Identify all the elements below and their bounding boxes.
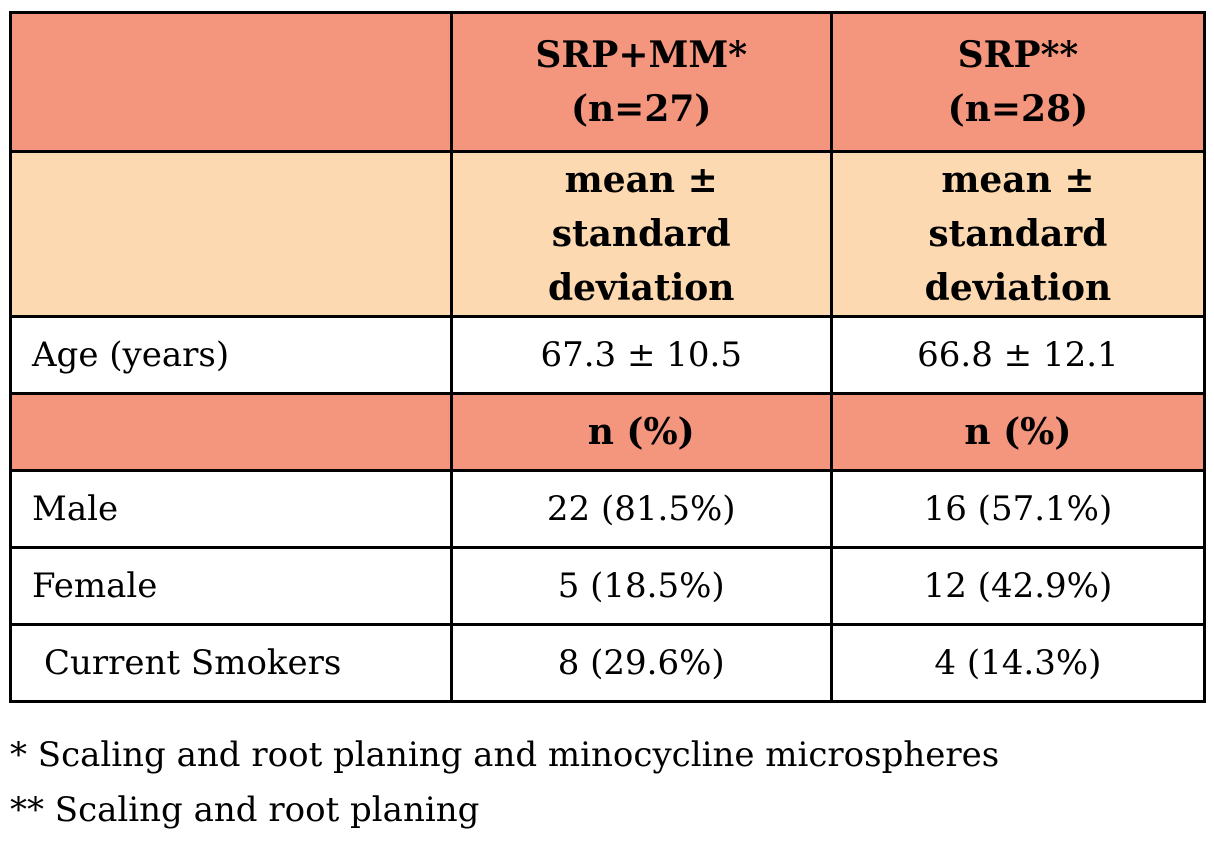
cell: 12 (42.9%) bbox=[829, 546, 1207, 626]
cell: 16 (57.1%) bbox=[829, 469, 1207, 549]
group-n: (n=27) bbox=[570, 88, 712, 130]
group-header-row: SRP+MM* (n=27) SRP** (n=28) bbox=[9, 11, 1207, 153]
footnote: ** Scaling and root planing bbox=[10, 790, 480, 830]
row-label: Female bbox=[9, 546, 453, 626]
stat-header-row: mean ± standard deviation mean ± standar… bbox=[9, 150, 1207, 318]
cell: 5 (18.5%) bbox=[449, 546, 833, 626]
table-row: Age (years) 67.3 ± 10.5 66.8 ± 12.1 bbox=[9, 315, 1207, 395]
stat-header: mean ± standard deviation bbox=[449, 150, 833, 318]
cell: 4 (14.3%) bbox=[829, 623, 1207, 703]
row-label: Male bbox=[9, 469, 453, 549]
table-row: Current Smokers 8 (29.6%) 4 (14.3%) bbox=[9, 623, 1207, 703]
table-row: Female 5 (18.5%) 12 (42.9%) bbox=[9, 546, 1207, 626]
stat-header: n (%) bbox=[449, 392, 833, 472]
cell: 8 (29.6%) bbox=[449, 623, 833, 703]
empty-cell bbox=[9, 11, 453, 153]
footnote: * Scaling and root planing and minocycli… bbox=[10, 735, 1000, 775]
cell: 67.3 ± 10.5 bbox=[449, 315, 833, 395]
group-header: SRP+MM* (n=27) bbox=[449, 11, 833, 153]
cell: 22 (81.5%) bbox=[449, 469, 833, 549]
footnotes: * Scaling and root planing and minocycli… bbox=[10, 728, 999, 838]
empty-cell bbox=[9, 392, 453, 472]
group-n: (n=28) bbox=[947, 88, 1089, 130]
row-label: Age (years) bbox=[9, 315, 453, 395]
group-name: SRP** bbox=[957, 34, 1079, 76]
group-name: SRP+MM* bbox=[535, 34, 748, 76]
stat-header-row: n (%) n (%) bbox=[9, 392, 1207, 472]
demographics-table: SRP+MM* (n=27) SRP** (n=28) mean ± standar… bbox=[9, 11, 1207, 703]
table-row: Male 22 (81.5%) 16 (57.1%) bbox=[9, 469, 1207, 549]
cell: 66.8 ± 12.1 bbox=[829, 315, 1207, 395]
stat-header: mean ± standard deviation bbox=[829, 150, 1207, 318]
group-header: SRP** (n=28) bbox=[829, 11, 1207, 153]
stat-header: n (%) bbox=[829, 392, 1207, 472]
row-label: Current Smokers bbox=[9, 623, 453, 703]
empty-cell bbox=[9, 150, 453, 318]
